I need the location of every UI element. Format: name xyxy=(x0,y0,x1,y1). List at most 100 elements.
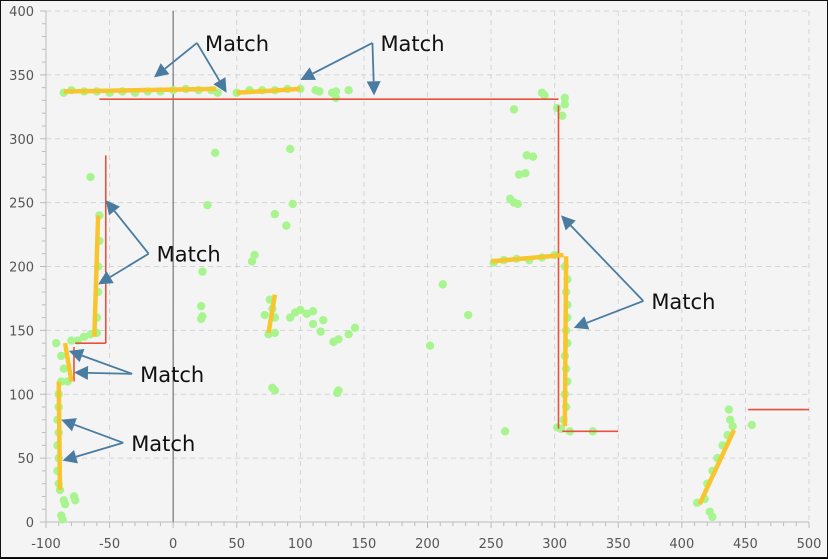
x-tick-label: 0 xyxy=(169,537,177,552)
scan-point xyxy=(57,351,66,361)
x-tick-label: -50 xyxy=(99,537,120,552)
scan-point xyxy=(302,309,311,318)
match-label: Match xyxy=(205,32,269,56)
match-label: Match xyxy=(131,432,195,456)
scan-point xyxy=(521,169,530,178)
arrow-head-icon xyxy=(300,67,316,80)
x-tick-label: 450 xyxy=(733,537,758,552)
scan-point xyxy=(708,512,717,522)
tick-labels: -100 -50 0 50 100 150 200 250 300 350 400 450 500 0 50… xyxy=(9,5,821,552)
scan-point xyxy=(282,221,291,230)
scan-point xyxy=(210,148,220,158)
fitted-segment xyxy=(562,256,569,427)
arrow-head-icon xyxy=(68,349,85,363)
arrow-shaft xyxy=(371,42,375,82)
scan-point xyxy=(71,496,80,505)
arrow-shaft xyxy=(570,224,644,302)
axes xyxy=(40,10,810,528)
scan-point xyxy=(285,313,295,322)
arrow-shaft xyxy=(109,252,150,278)
scan-point xyxy=(247,257,257,266)
scan-point xyxy=(198,267,207,276)
scan-point xyxy=(331,93,341,103)
y-tick-label: 0 xyxy=(26,516,34,531)
x-tick-label: 100 xyxy=(288,537,313,552)
scan-point xyxy=(463,310,473,320)
x-tick-label: 50 xyxy=(228,537,245,552)
fitted-segment xyxy=(62,342,74,382)
arrow-shaft xyxy=(164,42,198,70)
scan-point xyxy=(250,250,259,260)
x-tick-label: 150 xyxy=(352,537,377,552)
scan-point xyxy=(514,170,524,179)
fitted-segment xyxy=(92,215,101,337)
arrow-head-icon xyxy=(154,63,170,78)
scan-point xyxy=(425,341,435,350)
arrow-shaft xyxy=(586,300,644,324)
match-label: Match xyxy=(140,363,204,387)
scan-point xyxy=(51,338,61,348)
scan-point xyxy=(270,386,280,395)
y-tick-label: 100 xyxy=(9,388,34,403)
scan-point xyxy=(86,172,95,182)
arrow-head-icon xyxy=(61,418,77,432)
arrow-head-icon xyxy=(573,316,590,330)
map-walls xyxy=(57,98,809,484)
arrow-shaft xyxy=(87,371,133,375)
x-tick-label: 300 xyxy=(542,537,567,552)
scan-point xyxy=(60,499,70,509)
scan-point xyxy=(553,103,562,113)
scan-point xyxy=(319,315,328,325)
arrow-head-icon xyxy=(105,200,120,216)
scan-point xyxy=(728,421,737,431)
scan-point xyxy=(203,200,212,210)
fitted-segment xyxy=(266,294,278,334)
match-label: Match xyxy=(651,290,715,314)
y-tick-label: 250 xyxy=(9,197,34,212)
scan-point xyxy=(560,93,570,103)
scan-point xyxy=(522,151,531,160)
scan-point xyxy=(308,319,318,329)
scan-point xyxy=(196,301,206,311)
scan-point xyxy=(316,327,325,336)
scan-point xyxy=(315,87,324,96)
y-tick-label: 400 xyxy=(9,5,34,20)
arrow-head-icon xyxy=(73,365,89,380)
fitted-segment xyxy=(56,381,63,491)
fitted-segment xyxy=(63,86,217,94)
match-annotations: Match Match Match Match Match Match xyxy=(61,32,715,464)
scan-point xyxy=(747,420,756,430)
scan-point xyxy=(285,144,295,154)
x-tick-label: 400 xyxy=(669,537,694,552)
fitted-segment xyxy=(236,86,301,96)
arrow-head-icon xyxy=(213,77,227,93)
scan-point xyxy=(329,337,338,347)
scan-point xyxy=(509,105,519,114)
y-tick-label: 350 xyxy=(9,69,34,84)
scan-point xyxy=(67,336,76,345)
arrow-shaft xyxy=(74,423,124,444)
scan-point xyxy=(500,427,510,436)
scan-point xyxy=(344,330,353,339)
scan-point xyxy=(513,199,522,209)
scan-point xyxy=(724,405,734,414)
scan-point xyxy=(558,111,567,120)
x-tick-label: 350 xyxy=(606,537,631,552)
scan-point xyxy=(540,91,549,100)
fitted-segments xyxy=(56,86,737,506)
scan-point xyxy=(59,364,69,373)
scan-point xyxy=(308,307,318,316)
arrow-head-icon xyxy=(561,215,576,231)
arrow-head-icon xyxy=(366,81,381,96)
arrow-shaft xyxy=(75,441,124,458)
scan-point xyxy=(296,305,305,315)
fitted-segment xyxy=(490,252,564,264)
arrow-head-icon xyxy=(98,271,114,285)
x-tick-label: 250 xyxy=(479,537,504,552)
arrow-shaft xyxy=(113,210,150,255)
match-label: Match xyxy=(157,243,221,267)
scan-point xyxy=(288,199,297,209)
scan-point xyxy=(560,100,570,109)
